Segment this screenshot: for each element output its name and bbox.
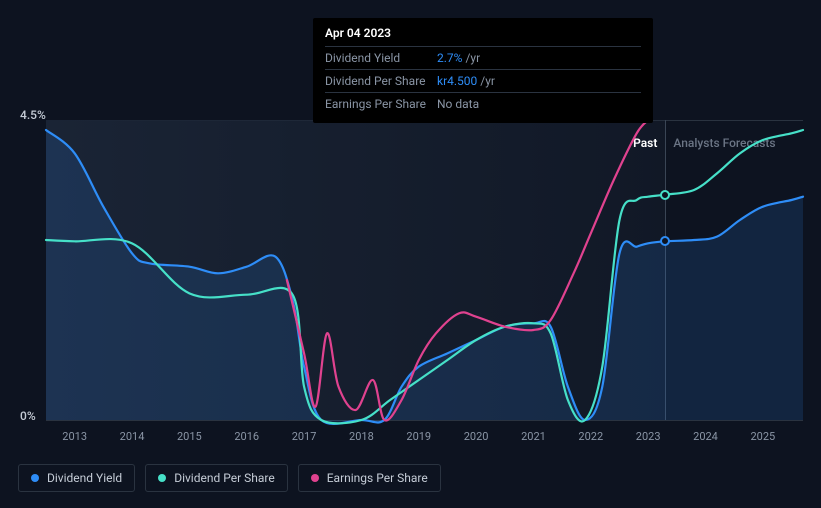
tooltip-row-label: Dividend Per Share [325, 74, 437, 88]
chart-tooltip: Apr 04 2023 Dividend Yield2.7%/yrDividen… [313, 18, 653, 123]
legend-dot [158, 474, 166, 482]
tooltip-row-value: No data [437, 97, 479, 111]
tooltip-row-value: kr4.500 [437, 74, 477, 88]
x-axis-tick: 2015 [177, 430, 202, 443]
tooltip-row-value: 2.7% [437, 51, 462, 65]
x-axis-tick: 2016 [234, 430, 259, 443]
data-point-marker [660, 236, 670, 246]
y-axis-min: 0% [20, 409, 36, 423]
legend-dot [311, 474, 319, 482]
plot-svg [46, 120, 803, 420]
legend-item[interactable]: Dividend Yield [18, 464, 135, 492]
x-axis-tick: 2025 [750, 430, 775, 443]
gridline-bottom [46, 420, 803, 421]
tooltip-row-unit: /yr [465, 51, 480, 65]
x-axis-tick: 2020 [464, 430, 489, 443]
legend-label: Dividend Per Share [174, 471, 275, 485]
tooltip-row: Dividend Per Sharekr4.500/yr [325, 69, 641, 92]
legend: Dividend Yield Dividend Per Share Earnings… [18, 464, 441, 492]
tooltip-date: Apr 04 2023 [325, 26, 641, 46]
x-axis-tick: 2013 [62, 430, 87, 443]
data-point-marker [660, 190, 670, 200]
x-axis-tick: 2014 [120, 430, 145, 443]
x-axis-tick: 2017 [292, 430, 317, 443]
tooltip-row-label: Dividend Yield [325, 51, 437, 65]
x-axis-tick: 2019 [406, 430, 431, 443]
legend-label: Earnings Per Share [327, 471, 428, 485]
x-axis-tick: 2024 [693, 430, 718, 443]
tooltip-row-label: Earnings Per Share [325, 97, 437, 111]
legend-label: Dividend Yield [47, 471, 122, 485]
x-axis-tick: 2021 [521, 430, 546, 443]
legend-dot [31, 474, 39, 482]
plot-region[interactable]: Past Analysts Forecasts [46, 120, 803, 420]
x-axis-tick: 2023 [636, 430, 661, 443]
legend-item[interactable]: Earnings Per Share [298, 464, 441, 492]
chart-area: 4.5% 0% Past Analysts Forecasts 20132014… [18, 108, 803, 428]
x-axis-tick: 2018 [349, 430, 374, 443]
legend-item[interactable]: Dividend Per Share [145, 464, 288, 492]
x-axis-tick: 2022 [578, 430, 603, 443]
y-axis-max: 4.5% [20, 108, 46, 122]
tooltip-row-unit: /yr [480, 74, 495, 88]
tooltip-row: Earnings Per ShareNo data [325, 92, 641, 115]
tooltip-row: Dividend Yield2.7%/yr [325, 46, 641, 69]
